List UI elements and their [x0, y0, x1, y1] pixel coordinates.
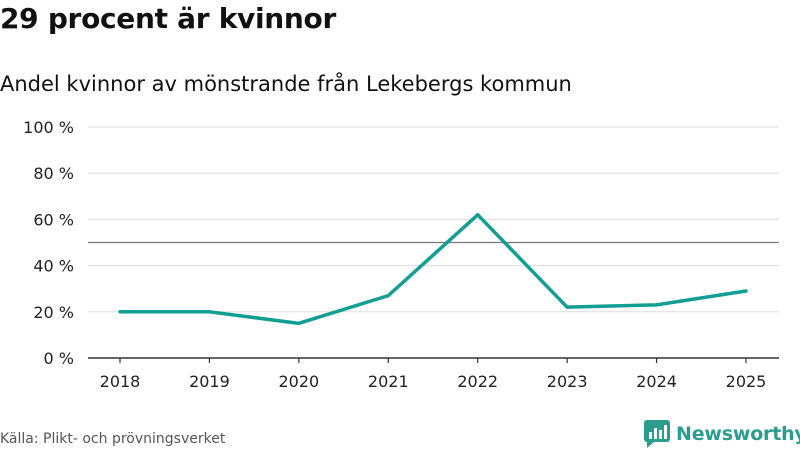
data-point-2021	[386, 294, 390, 298]
newsworthy-logo-icon	[644, 420, 670, 448]
y-tick-label-20: 20 %	[33, 303, 74, 322]
y-tick-label-100: 100 %	[23, 118, 74, 137]
data-point-2025	[744, 289, 748, 293]
x-tick-label-2019: 2019	[189, 372, 230, 391]
chart-subtitle: Andel kvinnor av mönstrande från Lekeber…	[0, 72, 572, 96]
brand-logo[interactable]: Newsworthy	[644, 420, 800, 448]
x-tick-label-2021: 2021	[368, 372, 409, 391]
x-tick-label-2023: 2023	[547, 372, 588, 391]
data-point-2023	[565, 305, 569, 309]
data-point-2024	[655, 303, 659, 307]
data-point-2020	[297, 321, 301, 325]
x-tick-label-2022: 2022	[457, 372, 498, 391]
series-group	[118, 213, 748, 326]
brand-name: Newsworthy	[676, 423, 800, 445]
y-tick-label-40: 40 %	[33, 257, 74, 276]
data-point-2018	[118, 310, 122, 314]
x-axis-tick-labels: 2018 2019 2020 2021 2022 2023 2024 2025	[100, 372, 767, 391]
x-tick-label-2025: 2025	[726, 372, 767, 391]
y-axis-tick-labels: 0 % 20 % 40 % 60 % 80 % 100 %	[23, 118, 74, 368]
data-point-2019	[207, 310, 211, 314]
data-point-2022	[476, 213, 480, 217]
y-tick-label-0: 0 %	[44, 349, 74, 368]
chart-title: 29 procent är kvinnor	[0, 2, 336, 35]
x-tick-label-2020: 2020	[278, 372, 319, 391]
x-tick-label-2018: 2018	[100, 372, 141, 391]
x-tick-label-2024: 2024	[636, 372, 677, 391]
y-tick-label-60: 60 %	[33, 210, 74, 229]
source-note: Källa: Plikt- och prövningsverket	[0, 431, 226, 447]
gridlines	[88, 126, 779, 313]
y-tick-label-80: 80 %	[33, 164, 74, 183]
x-axis	[88, 357, 779, 363]
series-line-0	[118, 213, 748, 326]
